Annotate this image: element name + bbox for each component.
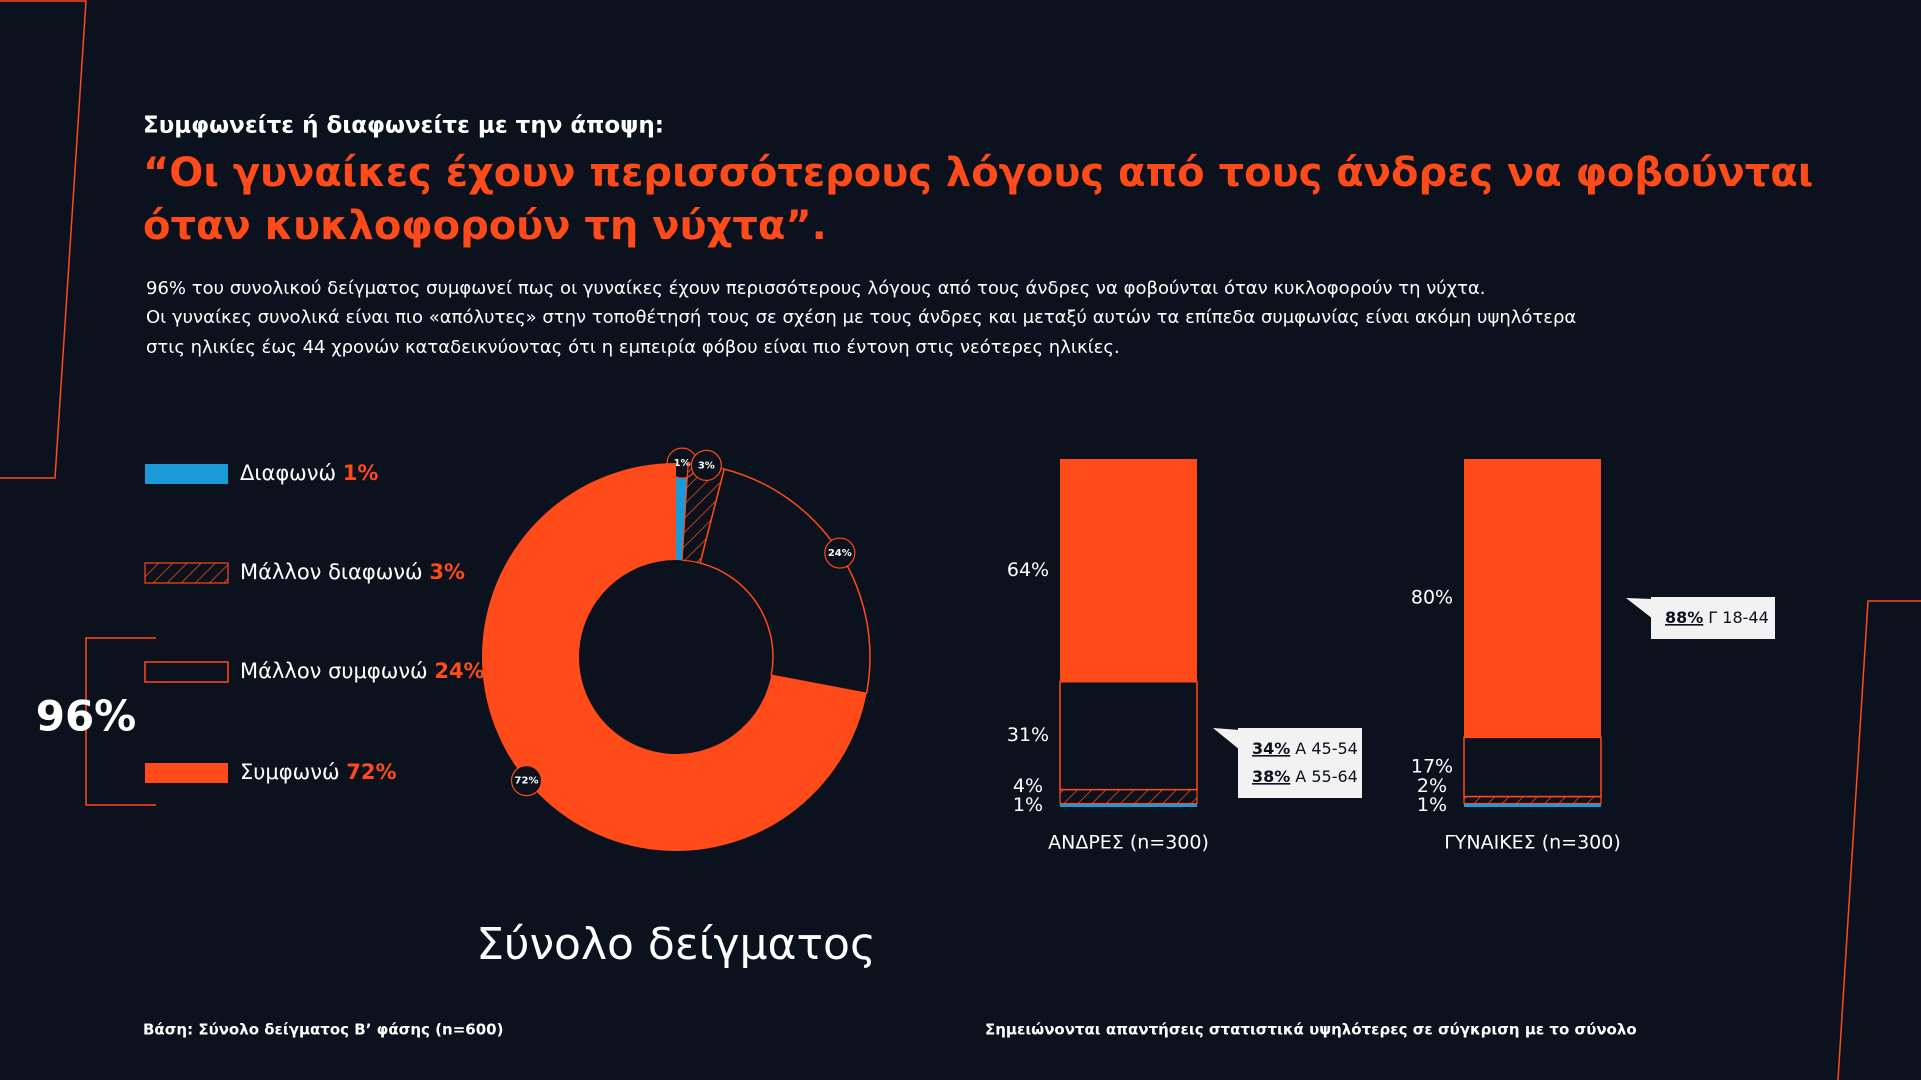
callout-group: Α 55-64	[1295, 767, 1358, 786]
bar-segment	[1463, 795, 1602, 805]
callout-pointer	[1626, 598, 1653, 619]
bar-segment	[1463, 736, 1602, 798]
callout-value: 34%	[1252, 739, 1290, 758]
bar-segment	[1059, 680, 1198, 791]
legend-value: 24%	[434, 659, 484, 683]
legend-entry: Μάλλον διαφωνώ 3%	[240, 560, 465, 584]
value-label-badge	[510, 765, 543, 797]
callout-box	[1238, 728, 1362, 798]
subtitle: Συμφωνείτε ή διαφωνείτε με την άποψη:	[143, 113, 664, 139]
callout-group: Α 45-54	[1295, 739, 1358, 758]
value-label: 4%	[1013, 775, 1043, 797]
chart-title: Σύνολο δείγματος	[476, 919, 876, 970]
value-label: 3%	[698, 460, 715, 471]
footnote: Βάση: Σύνολο δείγματος Β’ φάσης (n=600)	[143, 1021, 503, 1039]
body-text: στις ηλικίες έως 44 χρονών καταδεικνύοντ…	[146, 337, 1120, 358]
legend-swatch	[144, 661, 229, 683]
callout-text: 88% Γ 18-44	[1665, 608, 1769, 627]
title: “Οι γυναίκες έχουν περισσότερους λόγους …	[143, 150, 1813, 196]
value-label: 1%	[1417, 794, 1447, 816]
body-text: Οι γυναίκες συνολικά είναι πιο «απόλυτες…	[146, 307, 1576, 328]
legend-swatch	[145, 763, 228, 783]
legend-value: 72%	[346, 760, 396, 784]
legend-entry: Μάλλον συμφωνώ 24%	[240, 659, 485, 683]
bar-segment	[1059, 788, 1198, 805]
body-text: 96% του συνολικού δείγματος συμφωνεί πως…	[146, 278, 1486, 299]
callout-pointer	[1213, 728, 1240, 750]
callout-text: 34% Α 45-54	[1252, 739, 1358, 758]
value-label: 17%	[1411, 755, 1453, 777]
legend-name: Μάλλον διαφωνώ	[240, 560, 429, 584]
legend-swatch	[145, 464, 228, 484]
legend-swatch	[144, 562, 229, 584]
title: όταν κυκλοφορούν τη νύχτα”.	[143, 203, 827, 249]
value-label: 24%	[828, 548, 852, 559]
value-label: 2%	[1417, 775, 1447, 797]
frame-decoration	[1837, 600, 1921, 1080]
bar-segment	[1060, 459, 1197, 682]
legend-name: Διαφωνώ	[240, 461, 343, 485]
value-label: 1%	[674, 458, 691, 469]
value-label: 80%	[1411, 587, 1453, 609]
bar-segment	[1464, 459, 1601, 738]
callout-value: 88%	[1665, 608, 1703, 627]
bar-segment	[1060, 803, 1197, 807]
legend-entry: Συμφωνώ 72%	[240, 760, 396, 784]
value-label-badge	[690, 449, 722, 481]
x-tick-label: ΓΥΝΑΙΚΕΣ (n=300)	[1444, 832, 1621, 854]
callout-box	[1651, 597, 1775, 639]
total-label: 96%	[36, 692, 137, 741]
frame-decoration	[0, 0, 87, 479]
callout-text: 38% Α 55-64	[1252, 767, 1358, 786]
legend-value: 3%	[429, 560, 465, 584]
value-label: 72%	[515, 776, 539, 787]
value-label: 1%	[1013, 794, 1043, 816]
legend-name: Μάλλον συμφωνώ	[240, 659, 434, 683]
value-label: 31%	[1007, 724, 1049, 746]
value-label-badge	[824, 537, 856, 569]
donut-segment	[676, 463, 689, 561]
value-label: 64%	[1007, 559, 1049, 581]
callout-group: Γ 18-44	[1708, 608, 1769, 627]
donut-segment	[699, 468, 871, 695]
x-tick-label: ΑΝΔΡΕΣ (n=300)	[1048, 832, 1209, 854]
legend-entry: Διαφωνώ 1%	[240, 461, 378, 485]
legend-value: 1%	[343, 461, 379, 485]
bar-segment	[1464, 803, 1601, 807]
total-bracket	[85, 637, 156, 806]
legend-name: Συμφωνώ	[240, 760, 346, 784]
donut-segment	[481, 463, 867, 852]
callout-value: 38%	[1252, 767, 1290, 786]
footnote: Σημειώνονται απαντήσεις στατιστικά υψηλό…	[985, 1021, 1637, 1039]
